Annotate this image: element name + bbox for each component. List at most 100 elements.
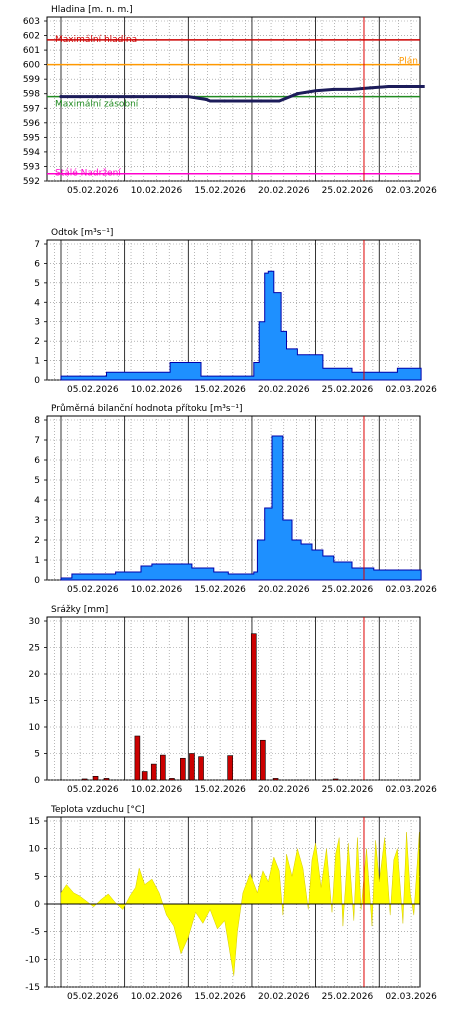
y-tick-label: 594 — [23, 148, 40, 158]
water-level-point — [295, 92, 300, 96]
y-tick-label: 5 — [34, 872, 40, 882]
y-tick-label: 3 — [34, 318, 40, 328]
y-tick-label: 597 — [23, 104, 40, 114]
y-tick-label: -10 — [25, 955, 40, 965]
x-tick-label: 02.03.2026 — [385, 785, 437, 795]
y-tick-label: 20 — [29, 670, 41, 680]
water-level-point — [204, 97, 209, 102]
precipitation-bar — [134, 735, 141, 781]
area-series-2 — [60, 435, 422, 581]
y-tick-label: 3 — [34, 516, 40, 526]
y-tick-label: 6 — [34, 259, 40, 269]
x-tick-label: 05.02.2026 — [67, 385, 119, 395]
y-tick-label: 8 — [34, 416, 40, 426]
plot-frame-0 — [46, 16, 421, 182]
precipitation-bar — [189, 753, 195, 781]
threshold-label-0: Maximální hladina — [55, 35, 137, 45]
x-tick-label: 15.02.2026 — [194, 186, 246, 196]
y-tick-label: 602 — [23, 32, 40, 42]
x-tick-label: 02.03.2026 — [385, 385, 437, 395]
y-tick-label: 598 — [23, 90, 40, 100]
y-tick-label: 7 — [34, 436, 40, 446]
y-tick-label: 0 — [34, 900, 40, 910]
precipitation-bar — [198, 756, 204, 781]
y-tick-label: 5 — [34, 476, 40, 486]
x-tick-label: 25.02.2026 — [322, 585, 374, 595]
y-tick-label: 30 — [29, 617, 41, 627]
x-tick-label: 02.03.2026 — [385, 186, 437, 196]
x-tick-label: 05.02.2026 — [67, 785, 119, 795]
water-level-series — [61, 85, 425, 103]
x-tick-label: 10.02.2026 — [131, 785, 183, 795]
y-tick-label: 6 — [34, 456, 40, 466]
x-tick-label: 20.02.2026 — [258, 992, 310, 1002]
y-tick-label: 15 — [29, 697, 40, 707]
water-level-point — [368, 86, 372, 90]
x-tick-label: 25.02.2026 — [322, 785, 374, 795]
x-tick-label: 10.02.2026 — [131, 186, 183, 196]
x-tick-label: 15.02.2026 — [194, 785, 246, 795]
precipitation-bar — [260, 739, 266, 781]
x-tick-label: 25.02.2026 — [322, 992, 374, 1002]
plot-frame-3 — [46, 616, 421, 781]
x-tick-label: 20.02.2026 — [258, 186, 310, 196]
y-tick-label: 5 — [34, 279, 40, 289]
x-tick-label: 10.02.2026 — [131, 992, 183, 1002]
x-tick-label: 10.02.2026 — [131, 585, 183, 595]
x-tick-label: 05.02.2026 — [67, 186, 119, 196]
y-tick-label: 601 — [23, 46, 40, 56]
y-tick-label: 593 — [23, 162, 40, 172]
precipitation-bar — [169, 778, 175, 781]
threshold-label-3: Stálé Nadržení — [55, 168, 121, 179]
water-level-point — [332, 87, 336, 91]
x-tick-label: 02.03.2026 — [385, 992, 437, 1002]
y-tick-label: 10 — [29, 845, 41, 855]
precipitation-bar — [81, 778, 88, 781]
precipitation-bar — [160, 754, 166, 781]
plot-frame-2 — [46, 415, 421, 581]
y-tick-label: 600 — [23, 61, 40, 71]
threshold-label-1: Plán — [399, 57, 418, 67]
y-tick-label: 603 — [23, 17, 40, 27]
precipitation-bar — [272, 778, 279, 781]
x-tick-label: 05.02.2026 — [67, 585, 119, 595]
y-tick-label: -5 — [31, 928, 40, 938]
water-level-point — [404, 84, 409, 89]
y-tick-label: 592 — [23, 177, 40, 187]
x-tick-label: 25.02.2026 — [322, 385, 374, 395]
x-tick-label: 20.02.2026 — [258, 785, 310, 795]
chart-title-1: Odtok [m³s⁻¹] — [51, 228, 113, 238]
x-tick-label: 15.02.2026 — [194, 585, 246, 595]
y-tick-label: 7 — [34, 240, 40, 250]
precipitation-bar — [227, 755, 233, 781]
water-level-point — [223, 99, 227, 103]
x-tick-label: 20.02.2026 — [258, 585, 310, 595]
water-level-point — [132, 95, 136, 99]
y-tick-label: 10 — [29, 723, 41, 733]
precipitation-bar — [103, 778, 110, 781]
water-level-point — [59, 95, 63, 99]
water-level-point — [95, 95, 99, 99]
y-tick-label: 1 — [34, 357, 40, 367]
y-tick-label: 595 — [23, 133, 40, 143]
x-tick-label: 02.03.2026 — [385, 585, 437, 595]
threshold-label-2: Maximální zásobní — [55, 100, 139, 110]
y-tick-label: 5 — [34, 750, 40, 760]
water-level-point — [259, 99, 263, 103]
y-tick-label: 2 — [34, 337, 40, 347]
precipitation-bar — [250, 633, 257, 781]
y-tick-label: 2 — [34, 536, 40, 546]
chart-title-3: Srážky [mm] — [51, 605, 108, 615]
water-level-point — [168, 95, 172, 99]
chart-title-2: Průměrná bilanční hodnota přítoku [m³s⁻¹… — [51, 403, 242, 414]
y-tick-label: 15 — [29, 817, 40, 827]
y-tick-label: 596 — [23, 119, 40, 129]
x-tick-label: 10.02.2026 — [131, 385, 183, 395]
x-tick-label: 20.02.2026 — [258, 385, 310, 395]
y-tick-label: -15 — [25, 983, 40, 993]
y-tick-label: 0 — [34, 576, 40, 586]
y-tick-label: 25 — [29, 644, 40, 654]
precipitation-bar — [332, 778, 339, 781]
precipitation-bar — [92, 775, 99, 781]
